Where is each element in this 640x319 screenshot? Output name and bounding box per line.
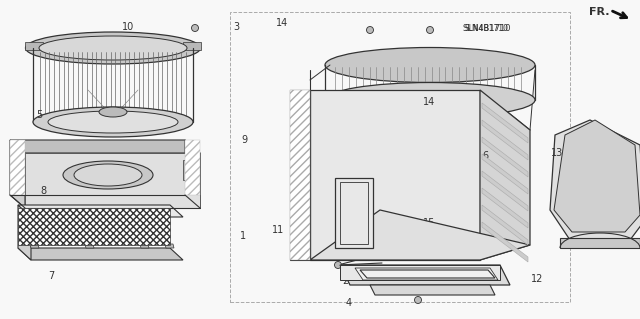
Polygon shape xyxy=(482,103,528,143)
Text: 8: 8 xyxy=(40,186,47,197)
Bar xyxy=(10,140,25,195)
Text: SLN4B1710: SLN4B1710 xyxy=(462,24,511,33)
Ellipse shape xyxy=(39,36,187,60)
Polygon shape xyxy=(18,205,31,260)
Text: 1: 1 xyxy=(240,231,246,241)
Polygon shape xyxy=(355,268,498,280)
Text: 7: 7 xyxy=(48,271,54,281)
Polygon shape xyxy=(140,244,149,248)
Polygon shape xyxy=(340,265,510,285)
Bar xyxy=(335,178,373,248)
Text: 2: 2 xyxy=(342,276,349,286)
Text: 15: 15 xyxy=(422,218,435,228)
Bar xyxy=(183,160,191,180)
Polygon shape xyxy=(10,140,25,208)
Polygon shape xyxy=(18,205,183,217)
Bar xyxy=(340,182,368,244)
Polygon shape xyxy=(18,248,183,260)
Circle shape xyxy=(367,26,374,33)
Polygon shape xyxy=(370,285,495,295)
Text: 10: 10 xyxy=(122,22,134,32)
Polygon shape xyxy=(183,42,201,50)
Text: 6: 6 xyxy=(482,151,488,161)
Text: 14: 14 xyxy=(422,97,435,107)
Ellipse shape xyxy=(74,164,142,186)
Ellipse shape xyxy=(325,83,535,117)
Polygon shape xyxy=(482,154,528,194)
Polygon shape xyxy=(482,120,528,160)
Polygon shape xyxy=(30,244,39,248)
Polygon shape xyxy=(185,140,200,208)
Text: 9: 9 xyxy=(241,135,248,145)
Polygon shape xyxy=(310,210,530,260)
Ellipse shape xyxy=(33,107,193,137)
Polygon shape xyxy=(25,153,200,208)
Circle shape xyxy=(415,296,422,303)
Circle shape xyxy=(356,247,364,254)
Text: 5: 5 xyxy=(36,110,43,120)
Polygon shape xyxy=(310,90,480,260)
Circle shape xyxy=(335,262,342,269)
Text: 13: 13 xyxy=(550,148,563,158)
Bar xyxy=(12,160,20,180)
Text: 14: 14 xyxy=(275,18,288,28)
Polygon shape xyxy=(165,244,174,248)
Bar xyxy=(230,12,570,302)
Polygon shape xyxy=(482,205,528,245)
Ellipse shape xyxy=(325,48,535,83)
Polygon shape xyxy=(340,265,500,280)
Ellipse shape xyxy=(63,161,153,189)
Ellipse shape xyxy=(26,32,200,64)
Polygon shape xyxy=(482,171,528,211)
Polygon shape xyxy=(560,238,640,248)
Polygon shape xyxy=(554,120,640,232)
Circle shape xyxy=(191,25,198,32)
Polygon shape xyxy=(550,120,640,240)
Polygon shape xyxy=(480,90,530,260)
Polygon shape xyxy=(482,137,528,177)
Polygon shape xyxy=(482,222,528,262)
Circle shape xyxy=(426,26,433,33)
Text: SLN4B1710: SLN4B1710 xyxy=(465,24,508,33)
Bar xyxy=(18,208,170,245)
Polygon shape xyxy=(85,244,94,248)
Text: 4: 4 xyxy=(346,298,352,308)
Text: 11: 11 xyxy=(272,225,285,235)
Circle shape xyxy=(435,281,442,288)
Bar xyxy=(185,140,200,195)
Polygon shape xyxy=(290,90,310,260)
Text: 3: 3 xyxy=(234,22,240,32)
Text: FR.: FR. xyxy=(589,7,610,17)
Polygon shape xyxy=(25,42,43,50)
Polygon shape xyxy=(482,188,528,228)
Bar xyxy=(290,90,310,260)
Ellipse shape xyxy=(99,107,127,117)
Ellipse shape xyxy=(48,111,178,133)
Text: 12: 12 xyxy=(531,274,544,284)
Polygon shape xyxy=(10,140,200,153)
